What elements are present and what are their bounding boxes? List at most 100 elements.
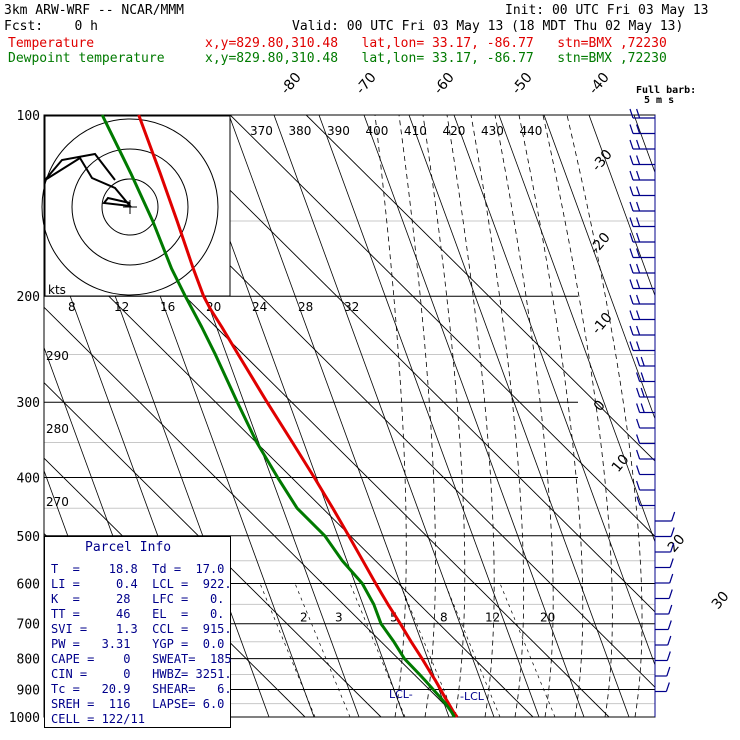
- hodograph-ring-label: 12: [114, 300, 129, 314]
- dry-adiabat: [363, 115, 585, 717]
- theta-label: 440: [520, 124, 543, 138]
- wind-barb: [655, 542, 675, 553]
- parcel-info-title: Parcel Info: [85, 540, 172, 555]
- isotherm-label: -80: [278, 70, 305, 98]
- init-time: Init: 00 UTC Fri 03 May 13: [505, 3, 709, 18]
- pressure-tick-label: 100: [17, 109, 40, 124]
- wind-barb: [655, 589, 673, 600]
- wind-barb: [629, 124, 655, 135]
- parcel-row: T = 18.8 Td = 17.0: [51, 562, 225, 576]
- moist-adiabat: [446, 115, 495, 717]
- hodograph-ring-label: 24: [252, 300, 267, 314]
- moist-adiabat: [470, 115, 525, 717]
- wind-barb: [629, 108, 655, 119]
- hodograph-ring-label: 32: [344, 300, 359, 314]
- hodograph-ring-label: 8: [68, 300, 76, 314]
- wind-barb: [636, 496, 655, 507]
- wind-barb: [636, 434, 655, 445]
- dry-adiabat: [453, 115, 655, 667]
- theta-label: 420: [443, 124, 466, 138]
- dry-adiabat: [543, 115, 655, 420]
- parcel-row: LI = 0.4 LCL = 922.: [51, 577, 232, 591]
- theta-label: 380: [289, 124, 312, 138]
- pressure-tick-label: 400: [17, 471, 40, 486]
- parcel-row: CAPE = 0 SWEAT= 185: [51, 652, 232, 666]
- pressure-tick-label: 300: [17, 396, 40, 411]
- pressure-tick-label: 900: [17, 683, 40, 698]
- wind-barb: [636, 372, 655, 383]
- wind-barb: [629, 170, 655, 181]
- moist-adiabat: [398, 115, 436, 717]
- wind-barb: [629, 279, 655, 290]
- wind-barb: [655, 682, 670, 693]
- wind-barb: [629, 263, 655, 274]
- wind-barb: [629, 294, 655, 305]
- wind-barb: [629, 232, 655, 243]
- wind-barb: [655, 511, 676, 522]
- wind-barb: [636, 465, 655, 476]
- wind-barb: [629, 139, 655, 150]
- dry-adiabat: [228, 115, 450, 717]
- parcel-row: TT = 46 EL = 0.: [51, 607, 225, 621]
- isotherm-line: [44, 306, 458, 717]
- pressure-tick-label: 500: [17, 530, 40, 545]
- theta-label: 410: [404, 124, 427, 138]
- dry-adiabat: [633, 115, 655, 174]
- parcel-row: Tc = 20.9 SHEAR= 6.: [51, 682, 232, 696]
- wind-barb: [636, 356, 655, 367]
- isotherm-line: [153, 115, 655, 613]
- dry-adiabat: [679, 115, 740, 717]
- parcel-row: SREH = 116 LAPSE= 6.0: [51, 697, 225, 711]
- theta-label: 370: [250, 124, 273, 138]
- wind-barb: [655, 651, 671, 662]
- moist-adiabat: [566, 115, 643, 717]
- moist-adiabat: [494, 115, 554, 717]
- hodograph-ring-label: 16: [160, 300, 175, 314]
- parcel-row: CIN = 0 HWBZ= 3251.: [51, 667, 232, 681]
- dry-adiabat: [273, 115, 495, 717]
- dewpoint-trace: [100, 114, 456, 718]
- lcl-label: LCL-: [389, 688, 413, 701]
- parcel-row: CELL = 122/11: [51, 712, 145, 726]
- theta-label-low: 280: [46, 422, 69, 436]
- valid-time: Valid: 00 UTC Fri 03 May 13 (18 MDT Thu …: [292, 19, 684, 34]
- mixing-ratio-line: [399, 583, 456, 717]
- wind-barb: [655, 604, 673, 615]
- wind-barbs: [629, 108, 676, 717]
- temperature-location: x,y=829.80,310.48 lat,lon= 33.17, -86.77…: [205, 36, 667, 51]
- moist-adiabat: [518, 115, 584, 717]
- moist-adiabat: [374, 115, 407, 717]
- wind-barb: [636, 403, 655, 414]
- parcel-info-panel: Parcel Info T = 18.8 Td = 17.0 LI = 0.4 …: [44, 536, 232, 728]
- isotherm-line: [305, 115, 655, 462]
- lcl-label: -LCL: [460, 690, 485, 703]
- wind-barb: [629, 201, 655, 212]
- mixing-ratio-label: 5: [390, 611, 398, 625]
- wind-barb: [655, 558, 674, 569]
- mixing-ratio-line: [499, 583, 556, 717]
- isotherm-label: 30: [709, 589, 733, 613]
- mixing-ratio-label: 20: [540, 611, 555, 625]
- isotherm-line: [44, 382, 382, 717]
- wind-barb: [629, 310, 655, 321]
- wind-barb: [655, 573, 674, 584]
- pressure-tick-label: 800: [17, 653, 40, 668]
- isotherm-label: -70: [353, 70, 380, 98]
- wind-barb: [655, 635, 672, 646]
- wind-barb: [636, 449, 655, 460]
- temperature-trace: [137, 114, 459, 718]
- wind-barb: [636, 387, 655, 398]
- theta-label-low: 290: [46, 349, 69, 363]
- isotherm-label: 10: [609, 452, 633, 476]
- hodograph-trace: [44, 152, 133, 208]
- wind-barb: [655, 527, 675, 538]
- wind-barb: [629, 341, 655, 352]
- mixing-ratio-label: 3: [335, 611, 343, 625]
- wind-barb: [636, 480, 655, 491]
- isotherm-line: [44, 231, 534, 717]
- hodograph-ring: [101, 178, 159, 236]
- parcel-row: SVI = 1.3 CCL = 915.: [51, 622, 232, 636]
- wind-barb: [629, 155, 655, 166]
- mixing-ratio-line: [349, 583, 406, 717]
